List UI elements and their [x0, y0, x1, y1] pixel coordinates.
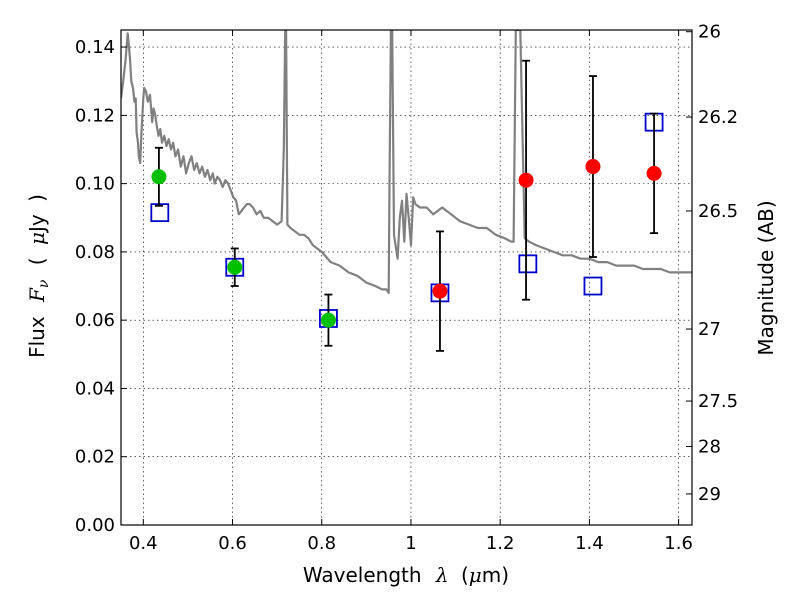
- y-tick-label: 0.04: [75, 378, 115, 399]
- observed-nir-point: [518, 172, 534, 188]
- model-photometry-point: [583, 276, 603, 296]
- y-axis-title: Flux Fν ( μJy ): [25, 194, 53, 358]
- x-tick-label: 0.6: [218, 533, 247, 554]
- y2-tick-label: 29: [698, 484, 721, 505]
- y-axis-title-unit-open: (: [25, 257, 49, 265]
- model-photometry-point: [518, 254, 538, 274]
- y-tick-label: 0.06: [75, 310, 115, 331]
- y2-tick-label: 26: [698, 22, 721, 43]
- x-axis-title: Wavelength λ (μm): [303, 563, 509, 587]
- ticks: 0.4 0.6 0.8 1 1.2 1.4 1.6 0.00 0.02 0.04 0.06 0.08 0…: [75, 22, 738, 554]
- x-axis-title-unit-open: (: [461, 563, 469, 587]
- x-axis-title-symbol: λ: [435, 563, 449, 587]
- y-tick-label: 0.14: [75, 37, 115, 58]
- y2-tick-label: 27: [698, 319, 721, 340]
- y2-tick-label: 26.2: [698, 107, 738, 128]
- template-spectrum-line: [121, 30, 692, 294]
- plot-frame: [120, 29, 693, 526]
- y-axis-title-unit-close: ): [25, 194, 49, 202]
- observed-nir-point: [585, 159, 601, 175]
- y-axis-title-unit-mu: μ: [25, 232, 49, 245]
- y2-tick-label: 27.5: [698, 391, 738, 412]
- observed-nir-point: [646, 165, 662, 181]
- x-tick-label: 1.2: [486, 533, 515, 554]
- observed-optical-point: [320, 312, 336, 328]
- x-axis-title-prefix: Wavelength: [303, 563, 422, 587]
- y-tick-label: 0.12: [75, 105, 115, 126]
- observed-optical-point: [151, 169, 167, 185]
- x-axis-title-unit-rest: m): [482, 563, 509, 587]
- y-tick-label: 0.00: [75, 515, 115, 536]
- observed-optical-point: [227, 259, 243, 275]
- x-tick-label: 0.4: [129, 533, 158, 554]
- y2-tick-label: 26.5: [698, 201, 738, 222]
- y2-axis-title: Magnitude (AB): [754, 200, 778, 355]
- y-axis-title-symbol: F: [25, 287, 49, 303]
- x-tick-label: 1.6: [664, 533, 693, 554]
- y2-tick-label: 28: [698, 436, 721, 457]
- y-tick-label: 0.08: [75, 242, 115, 263]
- y-axis-title-subscript: ν: [36, 279, 52, 288]
- y-tick-label: 0.10: [75, 174, 115, 195]
- x-axis-title-unit-mu: μ: [469, 563, 482, 587]
- observed-nir-point: [432, 283, 448, 299]
- grid: [121, 30, 692, 526]
- x-tick-label: 0.8: [307, 533, 336, 554]
- plot-series: [121, 30, 692, 352]
- y-axis-title-unit-rest: Jy: [25, 214, 49, 234]
- x-tick-label: 1: [405, 533, 416, 554]
- x-tick-label: 1.4: [575, 533, 604, 554]
- y-axis-title-prefix: Flux: [25, 316, 49, 358]
- y-tick-label: 0.02: [75, 447, 115, 468]
